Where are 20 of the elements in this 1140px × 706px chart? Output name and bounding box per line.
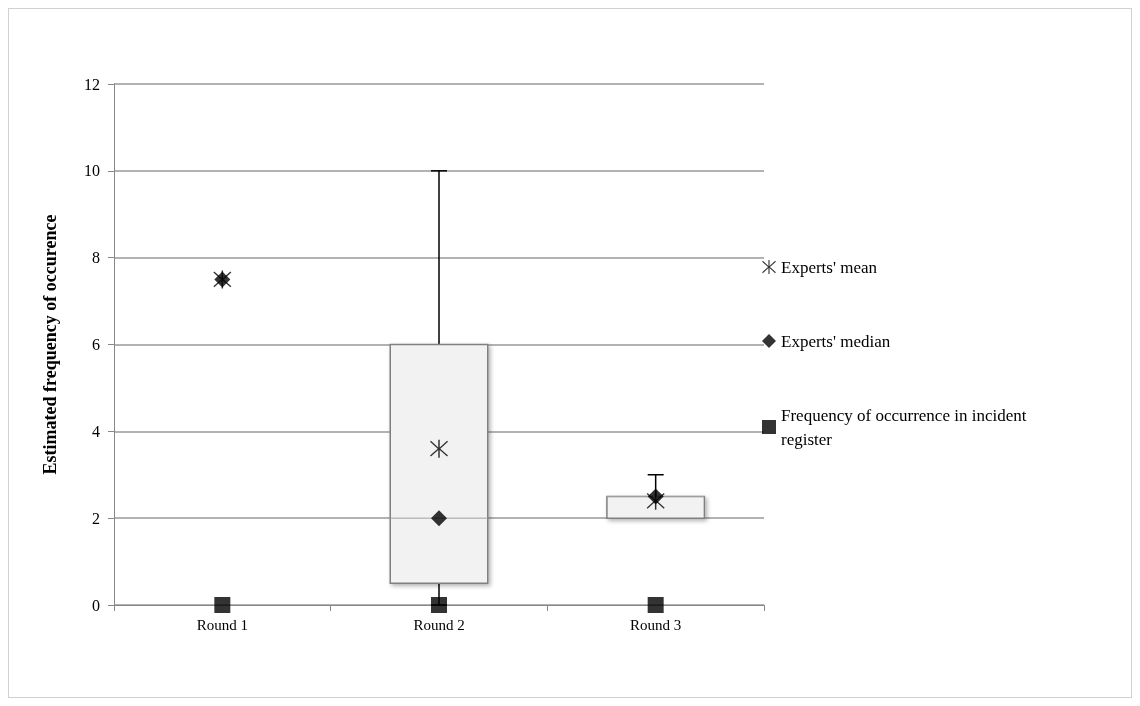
y-axis-title: Estimated frequency of occurence [40,214,60,475]
x-tick-label: Round 1 [196,616,248,633]
point [431,597,447,613]
x-tick-label: Round 3 [630,616,682,633]
y-tick-label: 8 [92,249,100,267]
y-tick-label: 6 [92,336,100,353]
x-tick-label: Round 2 [413,616,465,633]
point [431,510,447,527]
point [430,439,448,458]
legend-label: Experts' mean [781,257,878,277]
y-tick-label: 10 [84,162,100,180]
legend-label: Frequency of occurrence in incident register [781,405,1031,449]
legend-label: Experts' median [781,331,891,351]
point [646,491,665,510]
y-tick-label: 0 [92,596,100,614]
y-tick-label: 2 [92,509,100,527]
y-tick-label: 4 [92,422,100,440]
point [214,597,231,613]
point [647,597,664,613]
y-tick-label: 12 [84,75,100,93]
